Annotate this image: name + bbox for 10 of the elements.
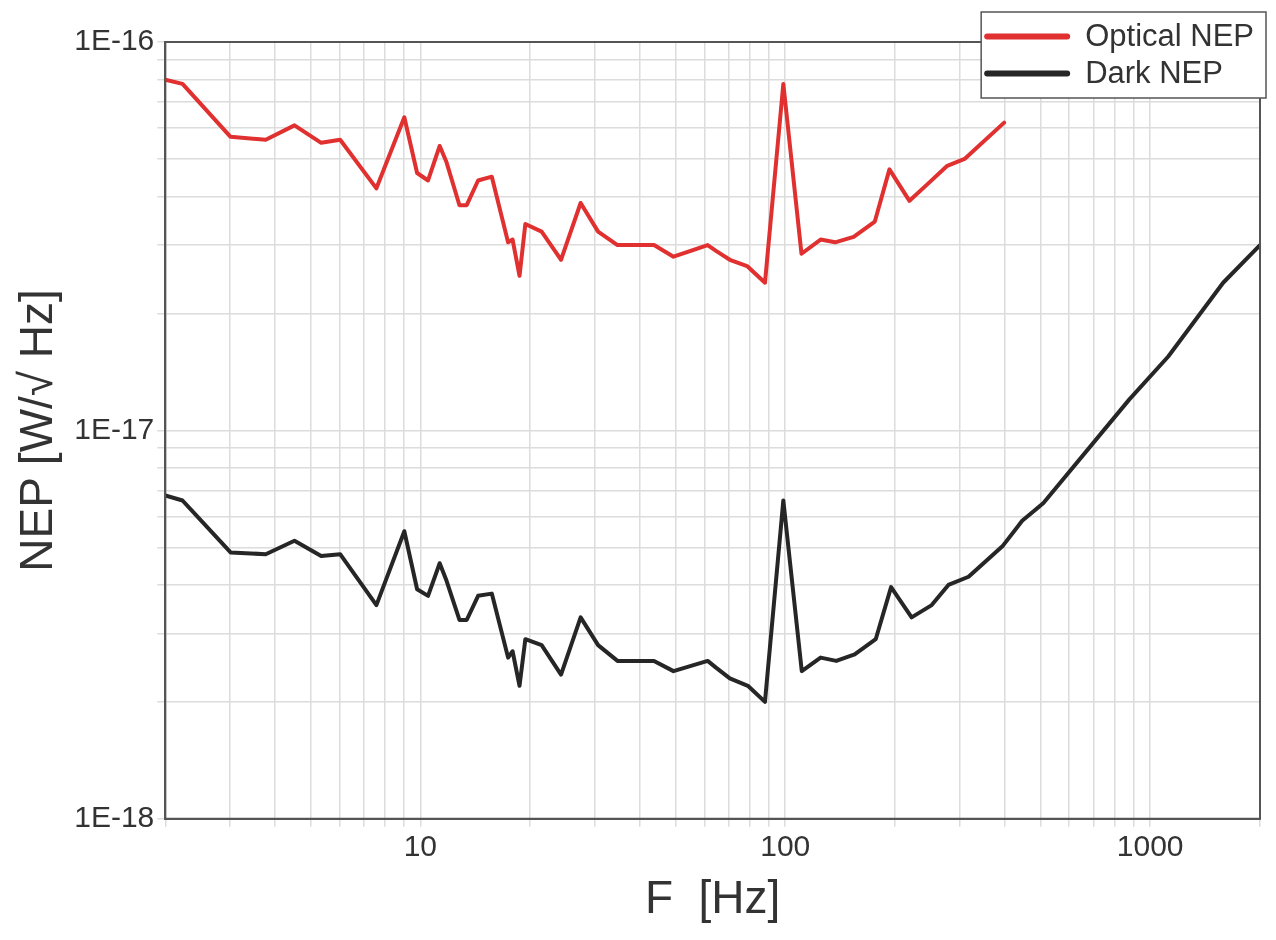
- legend-label: Optical NEP: [1085, 18, 1255, 54]
- y-tick-label: 1E-18: [74, 800, 155, 834]
- y-axis-title: NEP [W/√ Hz]: [10, 289, 63, 572]
- x-axis-title: F [Hz]: [644, 871, 781, 924]
- x-tick-label: 10: [403, 829, 438, 863]
- x-tick-label: 100: [760, 829, 811, 863]
- legend-label: Dark NEP: [1085, 55, 1223, 91]
- x-tick-label: 1000: [1116, 829, 1184, 863]
- y-tick-label: 1E-16: [74, 23, 155, 57]
- y-tick-label: 1E-17: [74, 411, 155, 445]
